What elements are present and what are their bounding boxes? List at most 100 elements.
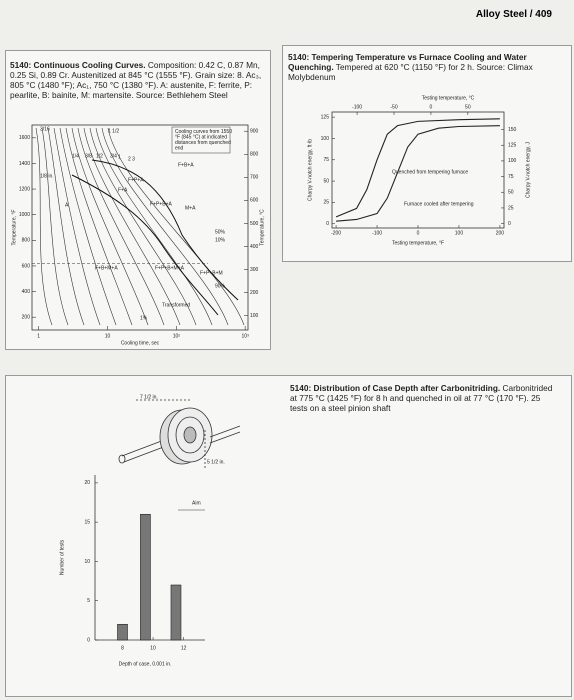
caption-text: Carbonitrided at 775 °C (1425 °F) for 8 …: [290, 383, 553, 413]
y-tick-label: 600: [22, 263, 31, 269]
x-tick-label: 100: [455, 230, 464, 236]
cooling-curve: [35, 127, 53, 326]
region-label: 2 3: [128, 156, 135, 162]
x-tick-label: -100: [372, 230, 382, 236]
x-axis-label: Depth of case, 0.001 in.: [119, 661, 172, 667]
x2-tick-label: -100: [352, 104, 362, 110]
x2-tick-label: -50: [390, 104, 397, 110]
region-label: 1 1/2: [108, 128, 119, 134]
y2-tick-label: 150: [508, 127, 517, 133]
y2-tick-label: 700: [250, 175, 259, 181]
caption-text: Composition: 0.42 C, 0.87 Mn, 0.25 Si, 0…: [10, 60, 262, 100]
y2-tick-label: 300: [250, 267, 259, 273]
gear-illustration: [118, 399, 241, 470]
page-header: Alloy Steel / 409: [475, 9, 552, 20]
y2-tick-label: 100: [508, 158, 517, 164]
transformation-boundary: [91, 159, 239, 301]
x-tick-label: 10: [105, 333, 111, 339]
y-tick-label: 1200: [19, 186, 30, 192]
x-tick-label: 10²: [173, 333, 181, 339]
figure-box: [5, 375, 572, 697]
cooling-curve: [89, 127, 197, 326]
series-label: Quenched from tempering furnace: [392, 169, 468, 175]
region-label: 10%: [215, 237, 226, 243]
y-tick-label: 0: [87, 637, 90, 643]
x-tick-label: -200: [331, 230, 341, 236]
y-tick-label: 800: [22, 238, 31, 244]
y-tick-label: 125: [321, 114, 330, 120]
region-label: 1/4: [72, 153, 79, 159]
region-label: 3/4: [110, 153, 117, 159]
y-axis-label: Number of tests: [59, 539, 65, 575]
figure-box: [282, 45, 572, 262]
region-label: 3/8: [85, 153, 92, 159]
x-tick-label: 8: [121, 645, 124, 651]
y-axis-label: Temperature, °F: [11, 210, 17, 246]
caption-title: 5140: Tempering Temperature vs Furnace C…: [288, 52, 527, 72]
region-label: M+A: [185, 205, 196, 211]
cooling-curve: [77, 127, 165, 326]
aim-label: Aim: [192, 500, 201, 506]
cooling-curve: [107, 127, 245, 326]
transformation-boundary: [71, 174, 219, 316]
caption-title: 5140: Continuous Cooling Curves.: [10, 60, 146, 70]
caption: 5140: Distribution of Case Depth after C…: [290, 383, 560, 413]
bar: [170, 584, 182, 641]
cooling-curve: [71, 127, 149, 326]
y-tick-label: 100: [321, 136, 330, 142]
x-axis-label: Cooling time, sec: [121, 340, 160, 346]
cooling-curve: [95, 127, 213, 326]
x-tick-label: 200: [496, 230, 505, 236]
cooling-curve: [83, 127, 181, 326]
x-tick-label: 1: [37, 333, 40, 339]
y-tick-label: 15: [84, 519, 90, 525]
y-tick-label: 50: [323, 178, 329, 184]
y2-tick-label: 900: [250, 129, 259, 135]
x2-tick-label: 0: [430, 104, 433, 110]
x-tick-label: 10: [150, 645, 156, 651]
plot-frame: [31, 124, 249, 331]
region-label: F+B+A: [178, 162, 194, 168]
y2-tick-label: 0: [508, 221, 511, 227]
cooling-curve: [59, 127, 117, 326]
region-label: 90%: [215, 283, 226, 289]
bar: [140, 513, 151, 641]
y2-tick-label: 200: [250, 290, 259, 296]
y-tick-label: 400: [22, 289, 31, 295]
region-label: 3/16: [40, 126, 50, 132]
region-label: F+P+B+M+A: [155, 265, 185, 271]
region-label: Transformed: [162, 302, 190, 308]
caption: 5140: Tempering Temperature vs Furnace C…: [288, 52, 566, 82]
x-tick-label: 0: [417, 230, 420, 236]
y-tick-label: 25: [323, 200, 329, 206]
cooling-curve: [65, 127, 133, 326]
legend-note: Cooling curves from 1550 °F (845 °C) at i…: [175, 129, 232, 152]
series-line: [335, 118, 500, 218]
bar: [117, 623, 128, 641]
cooling-curve: [41, 127, 69, 326]
region-label: A: [65, 202, 69, 208]
y-tick-label: 5: [87, 598, 90, 604]
y2-tick-label: 400: [250, 244, 259, 250]
region-label: F+P+B+A: [150, 201, 172, 207]
region-label: 1: [118, 154, 121, 160]
y2-tick-label: 50: [508, 190, 514, 196]
y-axis-label: Charpy V-notch energy, ft·lb: [307, 139, 313, 201]
cooling-curve: [47, 127, 85, 326]
legend-box: [171, 126, 231, 154]
region-label: F+A: [118, 187, 128, 193]
y2-tick-label: 100: [250, 313, 259, 319]
region-label: 1/2: [96, 153, 103, 159]
y2-axis-label: Charpy V-notch energy, J: [525, 141, 531, 198]
x-tick-label: 12: [181, 645, 187, 651]
y-tick-label: 20: [84, 480, 90, 486]
region-label: F+B+M+A: [95, 265, 118, 271]
y2-tick-label: 75: [508, 174, 514, 180]
region-label: F+P+A: [128, 177, 144, 183]
x2-tick-label: 50: [465, 104, 471, 110]
y-tick-label: 1400: [19, 161, 30, 167]
series-line: [336, 125, 500, 222]
caption: 5140: Continuous Cooling Curves. Composi…: [10, 60, 266, 100]
